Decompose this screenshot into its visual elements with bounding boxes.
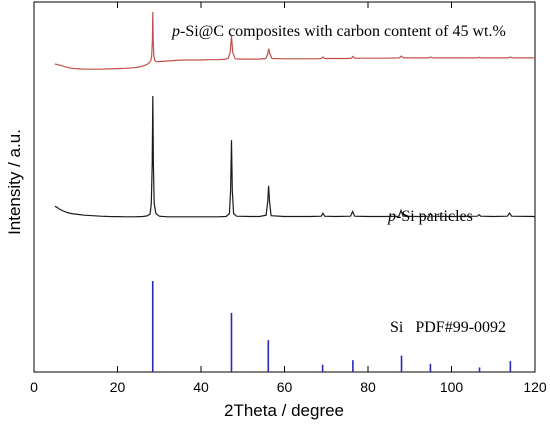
x-axis-ticks: 0 20 40 60 80 100 120: [30, 2, 547, 395]
x-tick-label: 100: [440, 379, 464, 395]
series-label-psi: p-Si particles: [387, 208, 473, 225]
x-tick-label: 80: [360, 379, 376, 395]
reference-peaks: [151, 281, 512, 372]
series-label-composite: p-Si@C composites with carbon content of…: [171, 23, 506, 40]
x-tick-label: 120: [523, 379, 547, 395]
x-tick-label: 40: [193, 379, 209, 395]
series-layer: [54, 11, 536, 218]
series-line-composite: [54, 11, 535, 70]
x-tick-label: 0: [30, 379, 38, 395]
y-axis-title: Intensity / a.u.: [5, 129, 24, 235]
reference-label: Si PDF#99-0092: [390, 319, 506, 336]
x-tick-label: 20: [110, 379, 126, 395]
series-line-psi: [54, 95, 536, 218]
x-tick-label: 60: [277, 379, 293, 395]
x-axis-title: 2Theta / degree: [224, 401, 344, 420]
